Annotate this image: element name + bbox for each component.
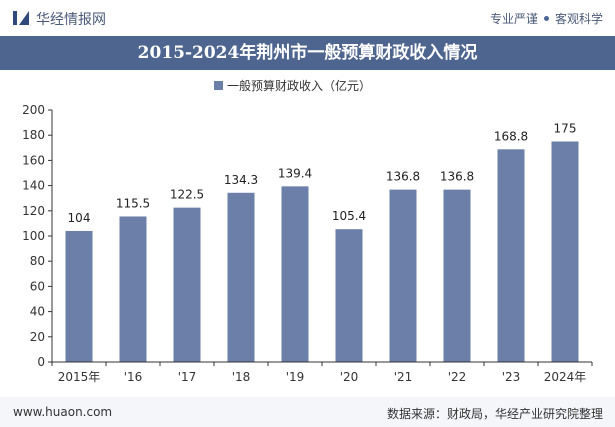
- data-label: 168.8: [494, 129, 528, 143]
- bar: [281, 186, 309, 362]
- x-tick-label: '22: [448, 370, 467, 384]
- x-tick-label: '16: [124, 370, 143, 384]
- tagline-part-1: 专业严谨: [489, 12, 538, 26]
- x-tick-label: '20: [340, 370, 359, 384]
- bar: [65, 230, 93, 362]
- x-tick-label: '17: [178, 370, 197, 384]
- x-tick-label: '23: [502, 370, 521, 384]
- footer: www.huaon.com 数据来源：财政局，华经产业研究院整理: [0, 397, 615, 427]
- data-label: 122.5: [170, 188, 204, 202]
- y-tick-label: 60: [30, 279, 45, 293]
- y-tick-label: 20: [30, 330, 45, 344]
- tagline-part-2: 客观科学: [554, 12, 603, 26]
- chart-area: 一般预算财政收入（亿元） 0 20 40 60 80 100 120 140 160 180 200…: [0, 70, 615, 397]
- x-tick-label: '21: [394, 370, 413, 384]
- y-tick-label: 200: [22, 103, 45, 117]
- logo-icon: [13, 11, 29, 25]
- data-label: 115.5: [116, 196, 150, 210]
- bar: [335, 229, 363, 362]
- y-tick-label: 180: [22, 128, 45, 142]
- data-label: 136.8: [440, 170, 474, 184]
- x-tick-label: '18: [232, 370, 251, 384]
- site-url: www.huaon.com: [13, 405, 113, 419]
- title-bar: 2015-2024年荆州市一般预算财政收入情况: [0, 36, 615, 70]
- y-tick-label: 0: [37, 355, 45, 369]
- legend: 一般预算财政收入（亿元）: [214, 78, 371, 93]
- bar: [443, 189, 471, 362]
- bar: [227, 192, 255, 362]
- y-tick-label: 160: [22, 153, 45, 167]
- tagline-dot-icon: [543, 16, 549, 21]
- bars: 104 115.5 122.5 134.3 139.4 105.4 136.8 136.8 16…: [65, 122, 579, 362]
- data-label: 105.4: [332, 209, 366, 223]
- legend-swatch: [214, 81, 223, 90]
- brand-name: 华经情报网: [36, 12, 106, 28]
- bar: [173, 207, 201, 362]
- bar: [389, 189, 417, 362]
- bar-chart: 一般预算财政收入（亿元） 0 20 40 60 80 100 120 140 160 180 200…: [22, 78, 593, 384]
- y-tick-label: 40: [30, 305, 45, 319]
- chart-title: 2015-2024年荆州市一般预算财政收入情况: [137, 43, 478, 63]
- x-tick-label: '19: [286, 370, 305, 384]
- legend-label: 一般预算财政收入（亿元）: [227, 78, 371, 93]
- data-source: 数据来源：财政局，华经产业研究院整理: [386, 407, 603, 421]
- data-label: 134.3: [224, 173, 258, 187]
- x-tick-label: 2024年: [544, 370, 587, 384]
- y-tick-label: 80: [30, 254, 45, 268]
- data-label: 104: [68, 211, 91, 225]
- y-tick-label: 140: [22, 179, 45, 193]
- bar: [119, 216, 147, 362]
- bar: [551, 141, 579, 362]
- y-tick-label: 120: [22, 204, 45, 218]
- y-tick-label: 100: [22, 229, 45, 243]
- y-axis: 0 20 40 60 80 100 120 140 160 180 200: [22, 103, 53, 369]
- x-axis: 2015年 '16 '17 '18 '19 '20 '21 '22 '23 2024年: [51, 361, 593, 384]
- tagline: 专业严谨 客观科学: [490, 10, 603, 27]
- data-label: 175: [554, 122, 577, 136]
- data-label: 139.4: [278, 166, 312, 180]
- top-bar: 华经情报网 专业严谨 客观科学: [0, 0, 615, 36]
- bar: [497, 149, 525, 362]
- data-label: 136.8: [386, 170, 420, 184]
- x-tick-label: 2015年: [58, 370, 101, 384]
